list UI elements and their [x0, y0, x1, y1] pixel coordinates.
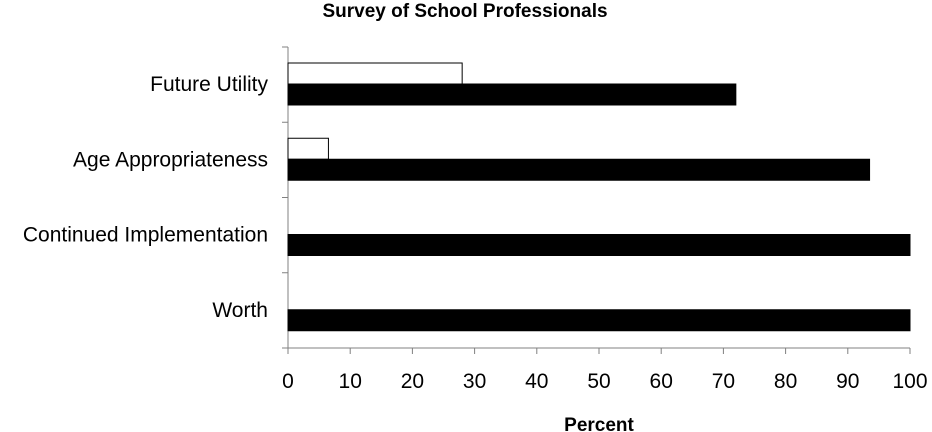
chart-title: Survey of School Professionals	[322, 1, 607, 22]
x-tick-label: 50	[587, 370, 610, 393]
x-tick-label: 40	[525, 370, 548, 393]
x-tick-label: 70	[712, 370, 735, 393]
bar-solid	[287, 83, 737, 106]
x-tick-label: 60	[650, 370, 673, 393]
bar-solid	[287, 309, 911, 332]
y-category-label: Age Appropriateness	[73, 148, 268, 171]
x-tick-label: 30	[463, 370, 486, 393]
x-tick-label: 90	[836, 370, 859, 393]
plot-area: 0 10 20 30 40 50 60 70 80 90 100 Future Utility Age …	[23, 46, 928, 393]
bar-outlined	[287, 137, 329, 160]
y-category-label: Continued Implementation	[23, 224, 268, 247]
x-tick-label: 100	[892, 370, 927, 393]
x-axis-title: Percent	[564, 415, 634, 432]
bar-solid	[287, 158, 871, 181]
x-tick-label: 10	[339, 370, 362, 393]
y-category-label: Worth	[212, 299, 268, 322]
bar-solid	[287, 234, 911, 256]
x-tick-label: 0	[282, 370, 294, 393]
x-tick-label: 80	[774, 370, 797, 393]
x-tick-label: 20	[401, 370, 424, 393]
y-category-label: Future Utility	[150, 73, 268, 96]
bar-outlined	[287, 62, 463, 85]
